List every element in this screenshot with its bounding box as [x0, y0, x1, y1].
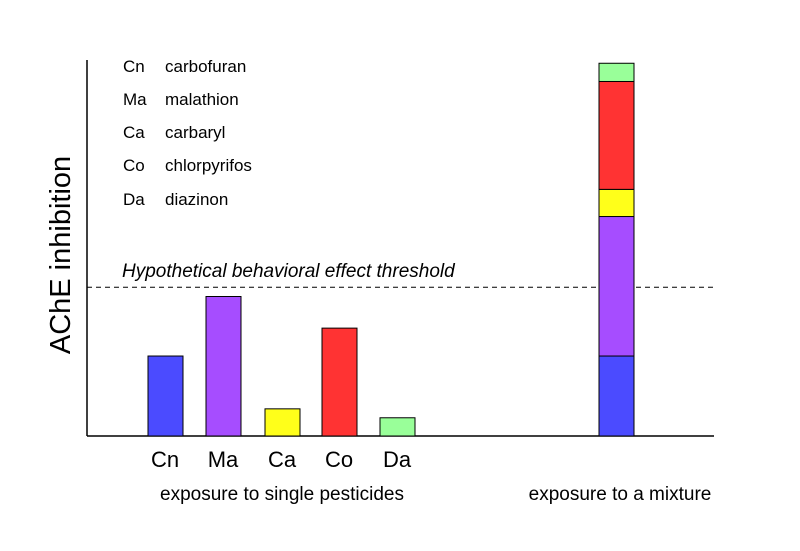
category-label-da: Da: [383, 447, 412, 472]
stack-segment-co: [598, 80, 635, 190]
y-axis-label: AChE inhibition: [45, 156, 77, 354]
mixture-stacked-bar: [598, 62, 635, 437]
legend-code: Cn: [123, 57, 145, 76]
bar-cn: [147, 355, 184, 437]
category-label-co: Co: [325, 447, 353, 472]
category-label-ma: Ma: [208, 447, 239, 472]
category-label-cn: Cn: [151, 447, 179, 472]
category-label-ca: Ca: [268, 447, 297, 472]
threshold-label: Hypothetical behavioral effect threshold: [122, 261, 456, 282]
legend-name: malathion: [165, 90, 239, 109]
stack-segment-ca: [598, 188, 635, 218]
legend-name: chlorpyrifos: [165, 156, 252, 175]
legend-code: Da: [123, 190, 145, 209]
legend-code: Ca: [123, 123, 145, 142]
bar-da: [379, 417, 416, 437]
legend: Cn carbofuran Ma malathion Ca carbaryl C…: [123, 57, 252, 209]
stack-segment-da: [598, 62, 635, 82]
legend-name: diazinon: [165, 190, 228, 209]
legend-name: carbofuran: [165, 57, 246, 76]
bar-ma: [205, 296, 242, 437]
legend-code: Ma: [123, 90, 147, 109]
bar-ca: [264, 408, 301, 437]
group-label-single: exposure to single pesticides: [160, 484, 404, 505]
legend-code: Co: [123, 156, 145, 175]
bar-co: [321, 327, 358, 437]
legend-name: carbaryl: [165, 123, 225, 142]
group-label-mixture: exposure to a mixture: [529, 484, 712, 505]
stack-segment-ma: [598, 216, 635, 357]
single-pesticide-bars: [147, 296, 416, 437]
stack-segment-cn: [598, 355, 635, 437]
